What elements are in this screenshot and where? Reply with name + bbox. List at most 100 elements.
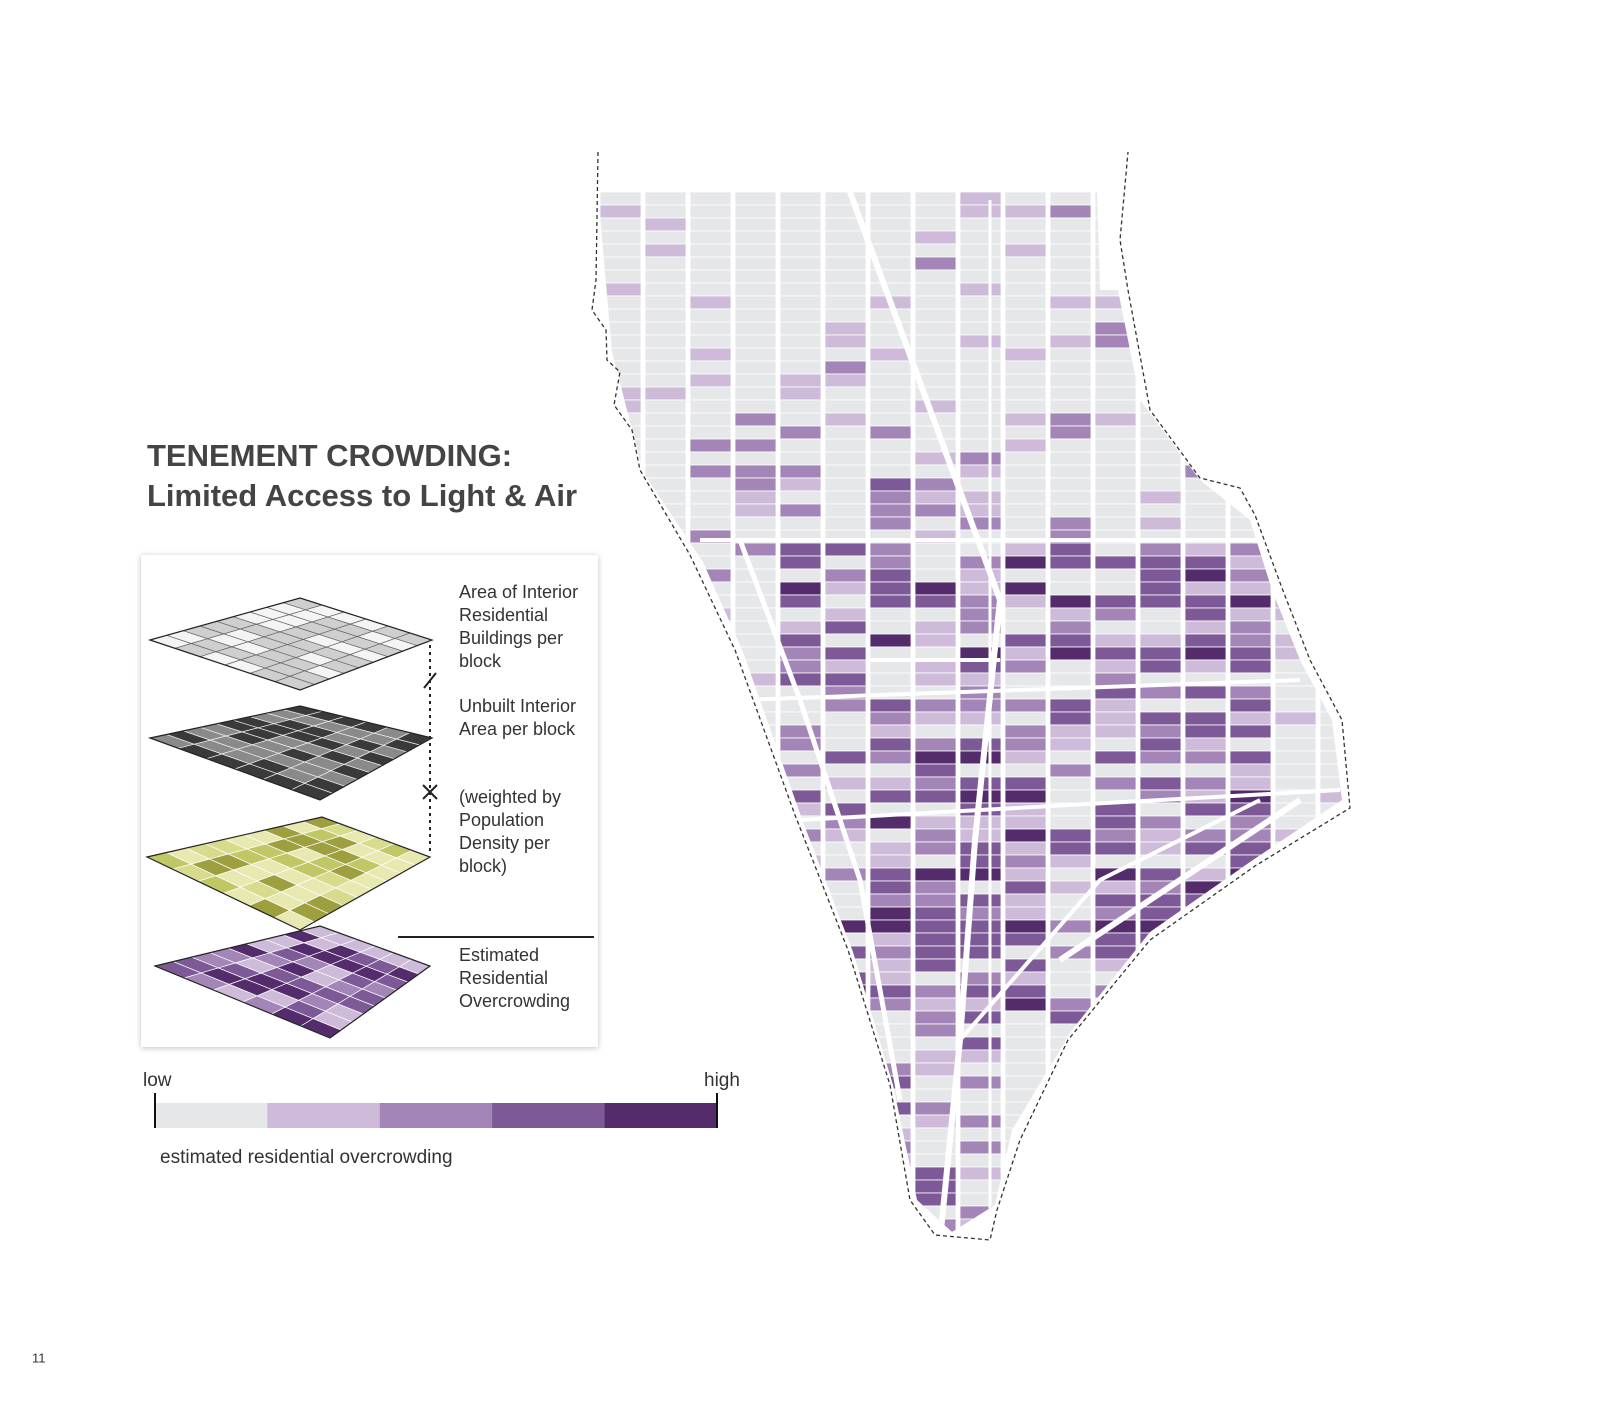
city-block bbox=[1094, 620, 1137, 635]
city-block bbox=[1004, 711, 1047, 726]
city-block bbox=[1319, 438, 1342, 453]
city-block bbox=[1139, 1101, 1182, 1116]
city-block bbox=[1094, 516, 1137, 531]
city-block bbox=[1094, 1075, 1137, 1090]
city-block bbox=[1094, 880, 1137, 895]
city-block bbox=[734, 646, 777, 661]
city-block bbox=[1319, 192, 1342, 206]
city-block bbox=[644, 581, 687, 596]
city-block bbox=[1184, 230, 1227, 245]
city-block bbox=[1319, 568, 1342, 583]
city-block bbox=[1004, 464, 1047, 479]
city-block bbox=[734, 308, 777, 323]
city-block bbox=[599, 802, 642, 817]
city-block bbox=[689, 269, 732, 284]
city-block bbox=[869, 1101, 912, 1116]
city-block bbox=[689, 867, 732, 882]
city-block bbox=[869, 204, 912, 219]
city-block bbox=[1184, 204, 1227, 219]
city-block bbox=[1139, 269, 1182, 284]
city-block bbox=[1049, 192, 1092, 206]
city-block bbox=[1274, 1023, 1317, 1038]
city-block bbox=[1319, 1101, 1342, 1116]
city-block bbox=[644, 1166, 687, 1181]
city-block bbox=[1319, 581, 1342, 596]
city-block bbox=[1139, 256, 1182, 271]
city-block bbox=[1184, 192, 1227, 206]
city-block bbox=[914, 841, 957, 856]
city-block bbox=[1229, 984, 1272, 999]
city-block bbox=[1184, 386, 1227, 401]
city-block bbox=[1049, 1153, 1092, 1168]
city-block bbox=[689, 204, 732, 219]
city-block bbox=[1229, 360, 1272, 375]
city-block bbox=[869, 698, 912, 713]
city-block bbox=[959, 230, 1002, 245]
city-block bbox=[1094, 373, 1137, 388]
city-block bbox=[734, 776, 777, 791]
city-block bbox=[1319, 425, 1342, 440]
city-block bbox=[1184, 1192, 1227, 1207]
city-block bbox=[1049, 204, 1092, 219]
city-block bbox=[959, 269, 1002, 284]
city-block bbox=[599, 204, 642, 219]
city-block bbox=[959, 1166, 1002, 1181]
city-block bbox=[734, 425, 777, 440]
city-block bbox=[914, 997, 957, 1012]
city-block bbox=[1049, 1140, 1092, 1155]
city-block bbox=[1319, 802, 1342, 817]
city-block bbox=[1184, 750, 1227, 765]
city-block bbox=[734, 1153, 777, 1168]
city-block bbox=[689, 971, 732, 986]
city-block bbox=[779, 1101, 822, 1116]
city-block bbox=[914, 1062, 957, 1077]
city-block bbox=[1184, 971, 1227, 986]
city-block bbox=[1094, 841, 1137, 856]
city-block bbox=[644, 958, 687, 973]
city-block bbox=[599, 1062, 642, 1077]
city-block bbox=[1004, 269, 1047, 284]
city-block bbox=[644, 854, 687, 869]
city-block bbox=[1004, 204, 1047, 219]
city-block bbox=[1274, 568, 1317, 583]
city-block bbox=[644, 646, 687, 661]
city-block bbox=[1229, 334, 1272, 349]
city-block bbox=[1049, 815, 1092, 830]
city-block bbox=[689, 698, 732, 713]
city-block bbox=[824, 1088, 867, 1103]
city-block bbox=[1274, 646, 1317, 661]
layer-outline bbox=[147, 597, 434, 691]
city-block bbox=[1184, 997, 1227, 1012]
city-block bbox=[599, 776, 642, 791]
city-block bbox=[599, 568, 642, 583]
city-block bbox=[599, 971, 642, 986]
city-block bbox=[599, 789, 642, 804]
city-block bbox=[1049, 477, 1092, 492]
city-block bbox=[959, 516, 1002, 531]
city-block bbox=[869, 230, 912, 245]
city-block bbox=[1319, 1023, 1342, 1038]
city-block bbox=[599, 880, 642, 895]
city-block bbox=[1049, 620, 1092, 635]
city-block bbox=[1139, 360, 1182, 375]
city-block bbox=[644, 633, 687, 648]
city-block bbox=[689, 1231, 732, 1232]
city-block bbox=[1229, 412, 1272, 427]
city-block bbox=[1319, 295, 1342, 310]
city-block bbox=[1139, 308, 1182, 323]
city-block bbox=[644, 698, 687, 713]
city-block bbox=[1184, 659, 1227, 674]
city-block bbox=[779, 906, 822, 921]
city-block bbox=[1094, 1101, 1137, 1116]
city-block bbox=[1184, 1062, 1227, 1077]
city-block bbox=[1274, 321, 1317, 336]
city-block bbox=[1319, 854, 1342, 869]
city-block bbox=[734, 217, 777, 232]
city-block bbox=[914, 1218, 957, 1232]
city-block bbox=[1094, 594, 1137, 609]
city-block bbox=[1049, 672, 1092, 687]
city-block bbox=[1139, 698, 1182, 713]
city-block bbox=[824, 1166, 867, 1181]
city-block bbox=[1184, 776, 1227, 791]
city-block bbox=[1004, 243, 1047, 258]
